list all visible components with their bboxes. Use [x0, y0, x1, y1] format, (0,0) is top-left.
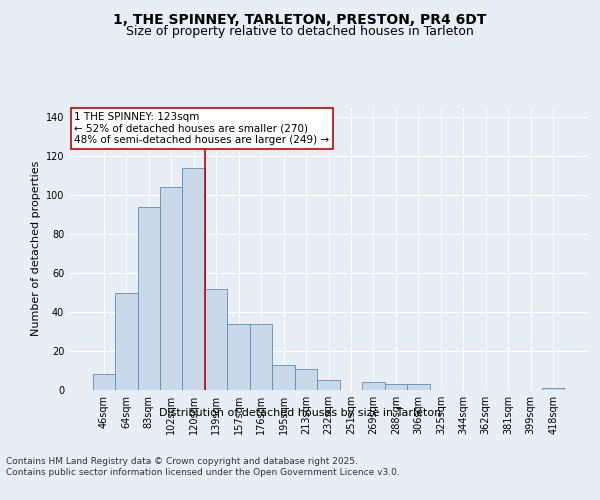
Text: Contains HM Land Registry data © Crown copyright and database right 2025.
Contai: Contains HM Land Registry data © Crown c… — [6, 458, 400, 477]
Bar — [385, 384, 407, 390]
Bar — [137, 207, 160, 390]
Bar — [182, 168, 205, 390]
Text: Size of property relative to detached houses in Tarleton: Size of property relative to detached ho… — [126, 25, 474, 38]
Text: 1 THE SPINNEY: 123sqm
← 52% of detached houses are smaller (270)
48% of semi-det: 1 THE SPINNEY: 123sqm ← 52% of detached … — [74, 112, 329, 145]
Bar — [250, 324, 272, 390]
Bar — [542, 388, 565, 390]
Bar — [362, 382, 385, 390]
Text: Distribution of detached houses by size in Tarleton: Distribution of detached houses by size … — [159, 408, 441, 418]
Bar — [92, 374, 115, 390]
Bar — [272, 364, 295, 390]
Text: 1, THE SPINNEY, TARLETON, PRESTON, PR4 6DT: 1, THE SPINNEY, TARLETON, PRESTON, PR4 6… — [113, 12, 487, 26]
Bar — [317, 380, 340, 390]
Bar — [295, 368, 317, 390]
Bar — [115, 292, 137, 390]
Bar — [407, 384, 430, 390]
Bar — [160, 188, 182, 390]
Bar — [227, 324, 250, 390]
Y-axis label: Number of detached properties: Number of detached properties — [31, 161, 41, 336]
Bar — [205, 288, 227, 390]
